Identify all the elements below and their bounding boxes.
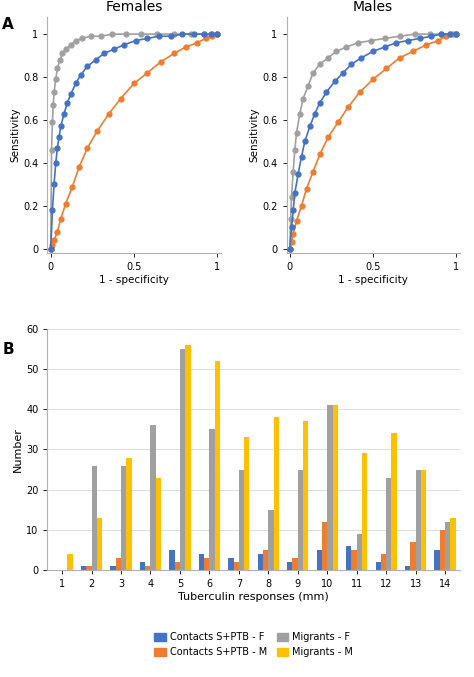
X-axis label: 1 - specificity: 1 - specificity (99, 275, 169, 285)
Y-axis label: Sensitivity: Sensitivity (249, 108, 259, 162)
Bar (151, 425, 156, 570)
Bar (362, 454, 367, 570)
Bar (81, 566, 86, 570)
Bar (327, 405, 333, 570)
Bar (381, 554, 386, 570)
Legend: Contacts S+PTB - F, Contacts S+PTB - M, Migrants - F, Migrants - M: Contacts S+PTB - F, Contacts S+PTB - M, … (150, 628, 357, 661)
Bar (375, 562, 381, 570)
Bar (180, 349, 185, 570)
Bar (140, 562, 145, 570)
Legend: TPF, Lower, Upper: TPF, Lower, Upper (293, 329, 453, 347)
Bar (145, 566, 151, 570)
X-axis label: 1 - specificity: 1 - specificity (338, 275, 408, 285)
Bar (351, 550, 356, 570)
Bar (268, 510, 273, 570)
Title: Females: Females (105, 1, 163, 14)
Bar (416, 470, 421, 570)
Bar (199, 554, 204, 570)
Bar (298, 470, 303, 570)
Bar (174, 562, 180, 570)
Bar (121, 466, 127, 570)
Bar (287, 562, 292, 570)
Y-axis label: Number: Number (13, 427, 23, 472)
Bar (258, 554, 263, 570)
Text: A: A (2, 17, 14, 32)
Bar (421, 470, 426, 570)
Bar (263, 550, 268, 570)
Y-axis label: Sensitivity: Sensitivity (10, 108, 20, 162)
Bar (303, 421, 309, 570)
Bar (244, 437, 249, 570)
Bar (450, 518, 456, 570)
Title: Males: Males (353, 1, 393, 14)
Text: B: B (2, 342, 14, 357)
Legend: TPF, Lower, Upper: TPF, Lower, Upper (54, 329, 214, 347)
Bar (156, 478, 161, 570)
Bar (392, 433, 397, 570)
Bar (273, 417, 279, 570)
Bar (445, 522, 450, 570)
Bar (440, 530, 445, 570)
Bar (169, 550, 174, 570)
Bar (86, 566, 91, 570)
X-axis label: Tuberculin responses (mm): Tuberculin responses (mm) (178, 592, 329, 602)
Bar (91, 466, 97, 570)
Bar (317, 550, 322, 570)
Bar (228, 558, 234, 570)
Bar (239, 470, 244, 570)
Bar (356, 534, 362, 570)
Bar (333, 405, 338, 570)
Bar (67, 554, 73, 570)
Bar (386, 478, 392, 570)
Bar (405, 566, 410, 570)
Bar (210, 429, 215, 570)
Bar (204, 558, 210, 570)
Bar (127, 458, 132, 570)
Bar (292, 558, 298, 570)
Bar (110, 566, 116, 570)
Bar (410, 542, 416, 570)
Bar (322, 522, 327, 570)
Bar (116, 558, 121, 570)
Bar (346, 546, 351, 570)
Bar (215, 361, 220, 570)
Bar (185, 345, 191, 570)
Bar (234, 562, 239, 570)
Bar (435, 550, 440, 570)
Bar (97, 518, 102, 570)
